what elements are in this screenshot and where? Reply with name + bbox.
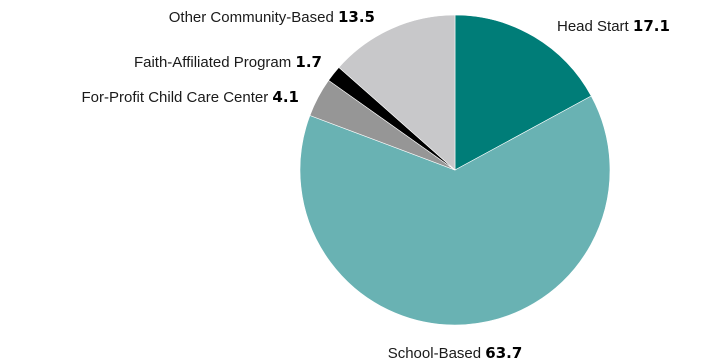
pie-slice-other-community <box>338 14 456 171</box>
slice-label-head-start: Head Start 17.1 <box>557 17 670 35</box>
pie-slices <box>299 14 611 326</box>
slice-label-school-based: School-Based 63.7 <box>388 344 523 362</box>
slice-label-for-profit: For-Profit Child Care Center 4.1 <box>82 88 299 106</box>
pie-slice-head-start <box>454 14 592 171</box>
slice-label-other-community: Other Community-Based 13.5 <box>169 8 375 26</box>
pie-labels: Head Start 17.1 School-Based 63.7 For-Pr… <box>82 8 670 362</box>
slice-label-faith-affiliated: Faith-Affiliated Program 1.7 <box>134 53 322 71</box>
pie-slice-school-based <box>299 95 611 326</box>
